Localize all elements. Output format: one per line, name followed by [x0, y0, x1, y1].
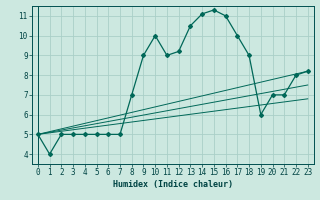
X-axis label: Humidex (Indice chaleur): Humidex (Indice chaleur)	[113, 180, 233, 189]
